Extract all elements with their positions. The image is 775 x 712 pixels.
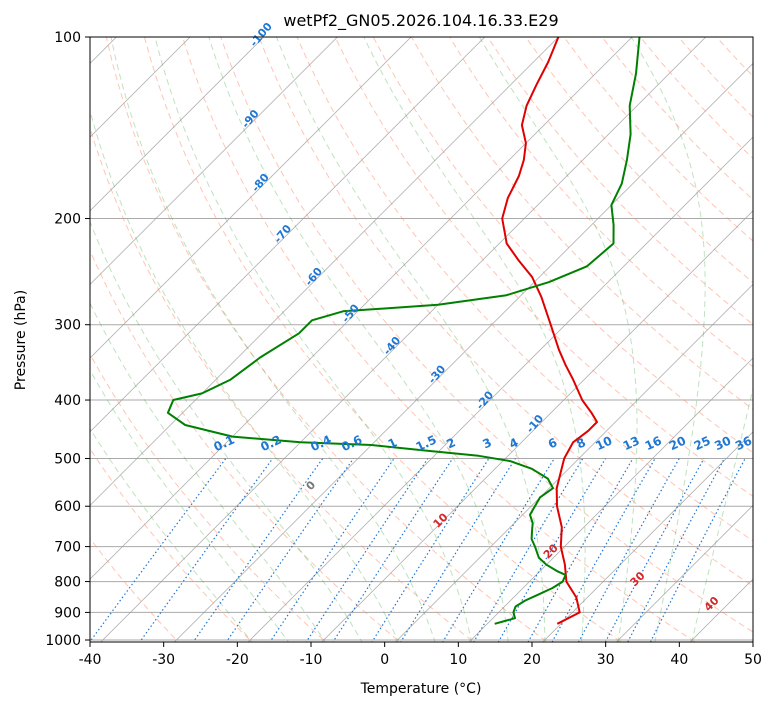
chart-title: wetPf2_GN05.2026.104.16.33.E29 [283, 11, 558, 31]
y-tick-label: 800 [54, 575, 81, 591]
y-tick-label: 600 [54, 499, 81, 515]
y-tick-label: 500 [54, 451, 81, 467]
y-tick-label: 1000 [45, 633, 81, 649]
x-tick-label: -40 [79, 652, 102, 668]
y-axis-label: Pressure (hPa) [13, 290, 29, 390]
x-tick-label: 50 [744, 652, 762, 668]
x-tick-label: 20 [523, 652, 541, 668]
x-tick-label: 30 [597, 652, 615, 668]
x-tick-label: -30 [152, 652, 175, 668]
x-tick-label: -10 [300, 652, 323, 668]
plot-area [90, 37, 753, 642]
y-tick-label: 200 [54, 212, 81, 228]
y-tick-label: 400 [54, 393, 81, 409]
x-tick-label: 40 [670, 652, 688, 668]
y-tick-label: 100 [54, 30, 81, 46]
y-tick-label: 700 [54, 540, 81, 556]
y-tick-label: 300 [54, 318, 81, 334]
y-tick-label: 900 [54, 605, 81, 621]
x-tick-label: 0 [380, 652, 389, 668]
x-tick-label: 10 [449, 652, 467, 668]
x-axis-label: Temperature (°C) [360, 681, 482, 697]
x-tick-label: -20 [226, 652, 249, 668]
